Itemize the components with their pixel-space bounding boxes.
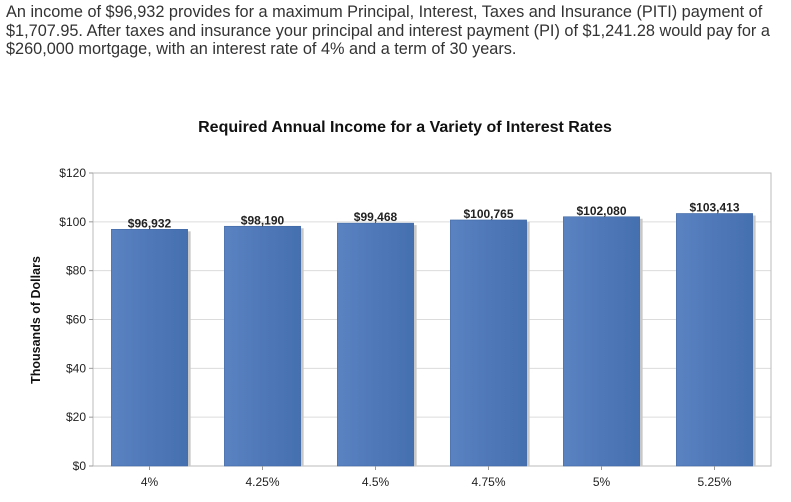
y-tick-label: $0 xyxy=(73,459,87,473)
y-tick-label: $60 xyxy=(66,313,86,327)
bar xyxy=(450,219,527,467)
bar-data-label: $98,190 xyxy=(241,213,285,227)
y-axis-label: Thousands of Dollars xyxy=(29,256,43,384)
bar xyxy=(337,222,414,467)
x-axis-ticks: 4% 4.25% 4.5% 4.75% 5% 5.25% xyxy=(141,466,732,489)
bars xyxy=(111,213,756,467)
bar-data-label: $99,468 xyxy=(354,210,398,224)
bar-data-label: $96,932 xyxy=(128,216,172,230)
bar xyxy=(676,213,753,467)
y-tick-label: $120 xyxy=(59,166,86,180)
y-tick-label: $20 xyxy=(66,410,86,424)
y-tick-label: $40 xyxy=(66,361,86,375)
gridlines xyxy=(93,172,771,467)
bar-data-label: $103,413 xyxy=(689,200,739,214)
bar-data-label: $102,080 xyxy=(576,204,626,218)
x-tick-label: 4.5% xyxy=(362,475,390,489)
y-tick-label: $80 xyxy=(66,264,86,278)
bar xyxy=(224,225,301,467)
x-tick-label: 4% xyxy=(141,475,159,489)
bar-data-label: $100,765 xyxy=(463,207,513,221)
chart-title: Required Annual Income for a Variety of … xyxy=(198,119,612,136)
bar xyxy=(111,229,188,467)
y-tick-label: $100 xyxy=(59,215,86,229)
x-tick-label: 4.75% xyxy=(471,475,505,489)
x-tick-label: 5.25% xyxy=(697,475,731,489)
x-tick-label: 4.25% xyxy=(245,475,279,489)
x-tick-label: 5% xyxy=(593,475,611,489)
data-labels: $96,932 $98,190 $99,468 $100,765 $102,080 $10… xyxy=(128,200,740,230)
bar xyxy=(563,216,640,467)
y-axis-ticks: $0 $20 $40 $60 $80 $100 $120 xyxy=(59,166,93,473)
income-summary-text: An income of $96,932 provides for a maxi… xyxy=(6,3,770,58)
